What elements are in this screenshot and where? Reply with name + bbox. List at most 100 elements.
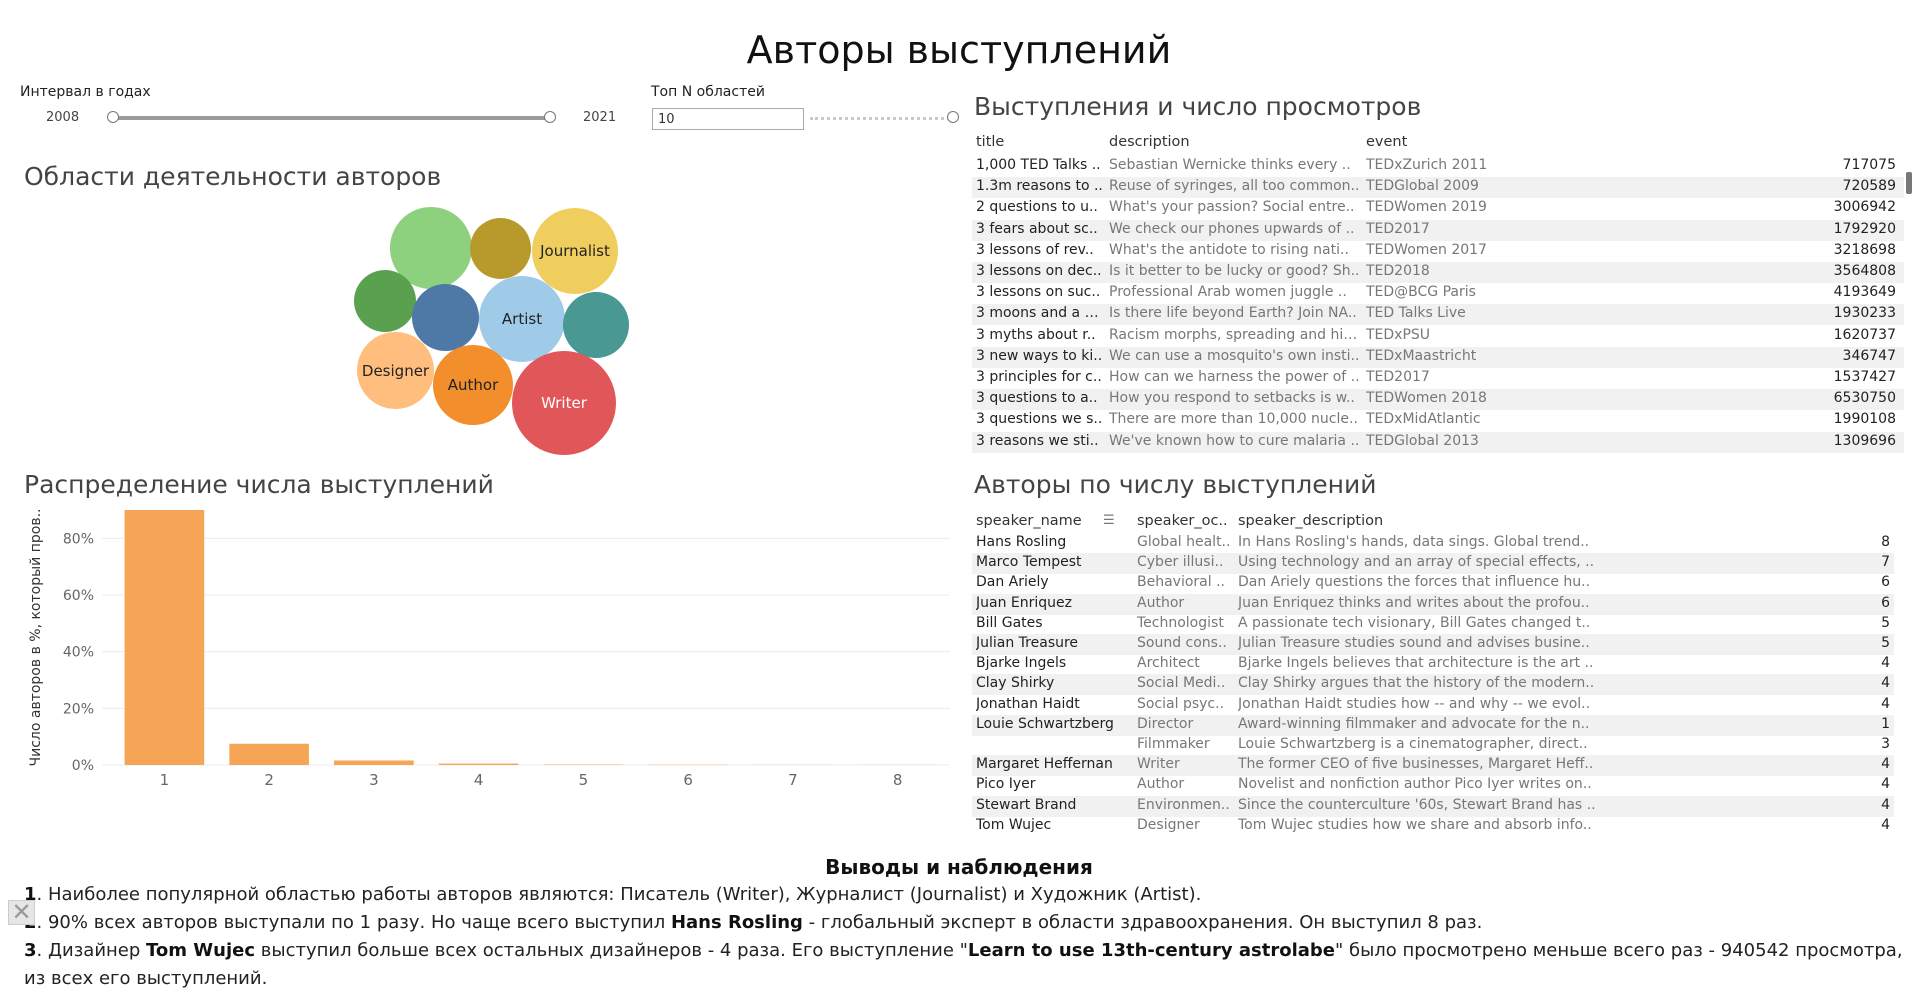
table-row[interactable]: Filmmaker Louie Schwartzberg is a cinemat… xyxy=(972,735,1894,756)
talks-table: title description event 1,000 TED Talks … xyxy=(972,134,1912,454)
topn-slider[interactable] xyxy=(810,117,955,120)
cell-name: Tom Wujec xyxy=(976,816,1052,833)
cell-count: 4 xyxy=(1881,756,1890,773)
close-icon[interactable]: ✕ xyxy=(8,900,35,925)
topn-input[interactable] xyxy=(652,108,804,130)
bubble[interactable] xyxy=(412,284,479,351)
cell-occupation: Author xyxy=(1137,594,1185,611)
bar-3[interactable] xyxy=(334,760,414,765)
table-row[interactable]: 3 moons and a pl.. Is there life beyond E… xyxy=(972,304,1904,326)
cell-description: Is there life beyond Earth? Join NA.. xyxy=(1109,305,1357,322)
cell-views: 1930233 xyxy=(1833,305,1896,322)
bar-2[interactable] xyxy=(229,743,309,765)
cell-event: TEDGlobal 2009 xyxy=(1366,178,1479,195)
col-speaker-description-header[interactable]: speaker_description xyxy=(1238,513,1384,529)
table-row[interactable]: Margaret Heffernan Writer The former CEO o… xyxy=(972,755,1894,777)
table-row[interactable]: Bill Gates Technologist A passionate tech … xyxy=(972,614,1894,635)
cell-count: 4 xyxy=(1881,695,1890,712)
cell-name: Pico Iyer xyxy=(976,776,1036,793)
col-occupation-header[interactable]: speaker_oc.. xyxy=(1137,513,1228,529)
table-row[interactable]: Stewart Brand Environmen.. Since the count… xyxy=(972,795,1894,817)
bar-4[interactable] xyxy=(438,763,519,765)
table-row[interactable]: Juan Enriquez Author Juan Enriquez thinks … xyxy=(972,593,1894,615)
col-speaker-name-header[interactable]: speaker_name xyxy=(976,513,1082,529)
table-row[interactable]: Jonathan Haidt Social psyc.. Jonathan Haid… xyxy=(972,695,1894,716)
sort-icon[interactable]: ☰ xyxy=(1103,513,1115,528)
table-row[interactable]: 3 questions to a.. How you respond to set… xyxy=(972,389,1904,411)
table-row[interactable]: 3 questions we s.. There are more than 10… xyxy=(972,410,1904,431)
cell-description: How can we harness the power of .. xyxy=(1109,369,1360,385)
table-row[interactable]: 1.3m reasons to .. Reuse of syringes, all… xyxy=(972,177,1904,199)
conclusion-1: 1. Наиболее популярной областью работы а… xyxy=(24,884,1202,905)
table-row[interactable]: 3 new ways to ki.. We can use a mosquito'… xyxy=(972,346,1904,368)
table-row[interactable]: 3 lessons on suc.. Professional Arab wome… xyxy=(972,283,1904,304)
table-row[interactable]: Louie Schwartzberg Director Award-winning … xyxy=(972,714,1894,736)
table-row[interactable]: Hans Rosling Global healt.. In Hans Roslin… xyxy=(972,533,1894,554)
scrollbar-thumb[interactable] xyxy=(1906,172,1912,194)
topn-handle[interactable] xyxy=(947,111,959,123)
bubble-journalist[interactable]: Journalist xyxy=(532,208,618,294)
table-row[interactable]: 3 fears about sc.. We check our phones up… xyxy=(972,219,1904,241)
cell-name: Jonathan Haidt xyxy=(976,695,1080,712)
col-title-header[interactable]: title xyxy=(976,134,1005,150)
cell-views: 346747 xyxy=(1842,347,1896,364)
table-row[interactable]: 3 reasons we sti.. We've known how to cur… xyxy=(972,431,1904,453)
table-row[interactable]: 3 lessons on dec.. Is it better to be luc… xyxy=(972,262,1904,283)
cell-views: 1537427 xyxy=(1833,369,1896,385)
cell-name: Marco Tempest xyxy=(976,554,1082,571)
cell-event: TEDWomen 2018 xyxy=(1366,390,1487,407)
y-axis-title: Число авторов в %, который пров.. xyxy=(28,509,44,767)
year-from-handle[interactable] xyxy=(107,111,119,123)
table-row[interactable]: Marco Tempest Cyber illusi.. Using technol… xyxy=(972,553,1894,575)
cell-title: 3 principles for c.. xyxy=(976,369,1102,385)
bubble-artist[interactable]: Artist xyxy=(479,276,565,362)
bar-1[interactable] xyxy=(124,510,205,765)
cell-description: Novelist and nonfiction author Pico Iyer… xyxy=(1238,776,1592,793)
cell-count: 4 xyxy=(1881,675,1890,692)
x-tick-label: 5 xyxy=(579,771,589,789)
col-description-header[interactable]: description xyxy=(1109,134,1190,150)
cell-count: 6 xyxy=(1881,594,1890,611)
table-row[interactable]: 2 questions to u.. What's your passion? S… xyxy=(972,198,1904,219)
year-to-handle[interactable] xyxy=(544,111,556,123)
cell-title: 3 new ways to ki.. xyxy=(976,347,1103,364)
bubble-writer[interactable]: Writer xyxy=(512,351,616,455)
cell-event: TEDxMidAtlantic xyxy=(1366,411,1481,428)
cell-title: 3 reasons we sti.. xyxy=(976,432,1099,449)
cell-views: 6530750 xyxy=(1833,390,1896,407)
bubble[interactable] xyxy=(470,218,531,279)
cell-description: Clay Shirky argues that the history of t… xyxy=(1238,675,1595,692)
table-row[interactable]: Tom Wujec Designer Tom Wujec studies how w… xyxy=(972,816,1894,837)
bubble[interactable] xyxy=(563,292,629,358)
cell-title: 3 myths about r.. xyxy=(976,326,1096,343)
topn-label: Топ N областей xyxy=(651,84,765,100)
cell-title: 1,000 TED Talks .. xyxy=(976,157,1101,173)
table-row[interactable]: Julian Treasure Sound cons.. Julian Treasu… xyxy=(972,634,1894,655)
bubble[interactable] xyxy=(354,270,416,332)
x-tick-label: 6 xyxy=(683,771,693,789)
cell-description: We check our phones upwards of .. xyxy=(1109,220,1355,237)
cell-occupation: Author xyxy=(1137,776,1185,793)
cell-count: 4 xyxy=(1881,655,1890,672)
table-row[interactable]: Dan Ariely Behavioral .. Dan Ariely questi… xyxy=(972,573,1894,594)
table-row[interactable]: 3 principles for c.. How can we harness t… xyxy=(972,368,1904,389)
table-row[interactable]: Clay Shirky Social Medi.. Clay Shirky argu… xyxy=(972,674,1894,696)
cell-count: 5 xyxy=(1881,635,1890,651)
cell-title: 3 moons and a pl.. xyxy=(976,305,1104,322)
col-event-header[interactable]: event xyxy=(1366,134,1408,150)
cell-count: 4 xyxy=(1881,776,1890,793)
cell-description: The former CEO of five businesses, Marga… xyxy=(1238,756,1594,773)
year-range-slider[interactable] xyxy=(113,116,550,120)
bubble-label: Artist xyxy=(501,310,543,328)
bubble-label: Designer xyxy=(361,361,430,380)
table-row[interactable]: 3 lessons of rev.. What's the antidote to… xyxy=(972,241,1904,262)
bubble-author[interactable]: Author xyxy=(433,345,513,425)
table-row[interactable]: 3 myths about r.. Racism morphs, spreadin… xyxy=(972,326,1904,347)
cell-description: There are more than 10,000 nucle.. xyxy=(1109,411,1358,428)
cell-description: What's the antidote to rising nati.. xyxy=(1109,241,1349,258)
bubble-designer[interactable]: Designer xyxy=(357,332,434,409)
table-row[interactable]: Bjarke Ingels Architect Bjarke Ingels beli… xyxy=(972,654,1894,675)
table-row[interactable]: Pico Iyer Author Novelist and nonfiction a… xyxy=(972,775,1894,796)
cell-description: Bjarke Ingels believes that architecture… xyxy=(1238,655,1594,672)
table-row[interactable]: 1,000 TED Talks .. Sebastian Wernicke thi… xyxy=(972,156,1904,177)
